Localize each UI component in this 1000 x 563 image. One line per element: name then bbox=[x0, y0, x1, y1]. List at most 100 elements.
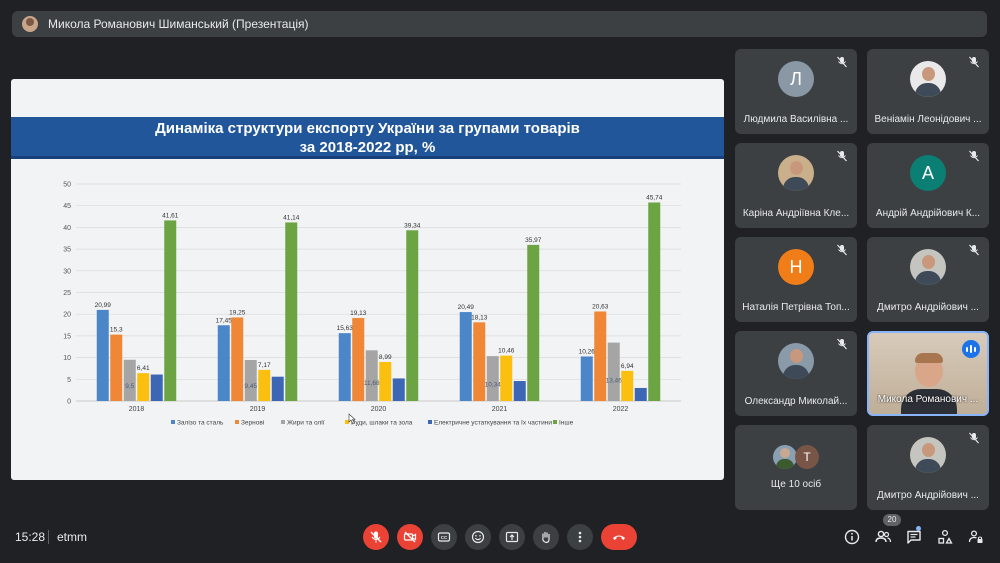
speaking-indicator-icon bbox=[962, 340, 980, 358]
meeting-code: etmm bbox=[57, 530, 87, 544]
x-tick-label: 2022 bbox=[613, 406, 629, 413]
y-tick-label: 50 bbox=[63, 182, 71, 189]
others-avatar-photo bbox=[773, 445, 797, 469]
activities-button[interactable] bbox=[935, 527, 955, 547]
mic-off-icon bbox=[969, 150, 979, 162]
chart-bar bbox=[473, 322, 486, 401]
data-label: 19,13 bbox=[350, 310, 367, 317]
control-bar: 15:28 etmm CC bbox=[0, 518, 1000, 558]
others-tile[interactable]: Т Ще 10 осіб bbox=[735, 425, 857, 510]
mic-off-icon bbox=[837, 56, 847, 68]
y-tick-label: 35 bbox=[63, 247, 71, 254]
legend-swatch bbox=[428, 420, 432, 424]
more-options-button[interactable] bbox=[567, 524, 593, 550]
data-label: 41,61 bbox=[162, 212, 179, 219]
participant-avatar bbox=[910, 61, 946, 97]
participant-avatar: А bbox=[910, 155, 946, 191]
participant-name: Людмила Василівна ... bbox=[743, 114, 849, 125]
camera-toggle-button[interactable] bbox=[397, 524, 423, 550]
y-tick-label: 5 bbox=[67, 377, 71, 384]
chart-bar bbox=[500, 355, 513, 401]
participant-tile[interactable]: Н Наталія Петрівна Топ... bbox=[735, 237, 857, 322]
reactions-button[interactable] bbox=[465, 524, 491, 550]
slide-title-banner bbox=[11, 117, 724, 159]
y-tick-label: 0 bbox=[67, 399, 71, 406]
mic-toggle-button[interactable] bbox=[363, 524, 389, 550]
more-vert-icon bbox=[578, 531, 582, 543]
svg-text:CC: CC bbox=[441, 535, 448, 540]
chart-bar bbox=[580, 356, 593, 401]
y-tick-label: 40 bbox=[63, 225, 71, 232]
participant-name: Дмитро Андрійович ... bbox=[877, 490, 979, 501]
chat-button[interactable] bbox=[904, 527, 924, 547]
data-label: 6,41 bbox=[137, 365, 150, 372]
participant-tile[interactable]: Дмитро Андрійович ... bbox=[867, 237, 989, 322]
others-label: Ще 10 осіб bbox=[770, 479, 822, 490]
data-label: 13,46 bbox=[606, 377, 623, 384]
emoji-icon bbox=[471, 530, 485, 544]
legend-label: Зернові bbox=[241, 419, 264, 427]
participant-tile[interactable]: Л Людмила Василівна ... bbox=[735, 49, 857, 134]
mic-off-icon bbox=[837, 244, 847, 256]
chart-bar bbox=[164, 220, 177, 401]
captions-button[interactable]: CC bbox=[431, 524, 457, 550]
chat-icon bbox=[907, 530, 921, 544]
people-button[interactable] bbox=[873, 527, 893, 547]
slide-title: Динаміка структури експорту України за г… bbox=[11, 119, 724, 157]
participant-name: Дмитро Андрійович ... bbox=[877, 302, 979, 313]
export-structure-chart: 0 5 10 15 20 25 30 35 40 45 50 20,99 15,3 9,5 6,41 41,6… bbox=[63, 182, 681, 427]
raise-hand-button[interactable] bbox=[533, 524, 559, 550]
legend-swatch bbox=[281, 420, 285, 424]
participant-name: Веніамін Леонідович ... bbox=[874, 114, 982, 125]
chart-bar bbox=[110, 334, 123, 401]
closed-captions-icon: CC bbox=[437, 532, 451, 542]
legend-label: Руди, шлаки та зола bbox=[351, 420, 413, 427]
data-label: 20,99 bbox=[95, 302, 112, 309]
participant-name: Каріна Андріївна Кле... bbox=[742, 208, 850, 219]
clock-time: 15:28 bbox=[15, 530, 46, 544]
participant-tile[interactable]: Каріна Андріївна Кле... bbox=[735, 143, 857, 228]
participant-tile-last[interactable]: Дмитро Андрійович ... bbox=[867, 425, 989, 510]
data-label: 20,49 bbox=[458, 304, 475, 311]
chart-bar bbox=[244, 359, 257, 401]
mic-off-icon bbox=[370, 531, 382, 543]
legend-label: Електричне устаткування та їх частини bbox=[434, 420, 552, 427]
data-label: 20,63 bbox=[592, 303, 609, 310]
leave-call-button[interactable] bbox=[601, 524, 637, 550]
y-tick-label: 10 bbox=[63, 355, 71, 362]
activities-icon bbox=[938, 529, 953, 544]
data-label: 7,17 bbox=[258, 362, 271, 369]
chart-bar bbox=[217, 325, 230, 401]
lock-person-icon bbox=[968, 530, 983, 543]
camera-off-icon bbox=[403, 531, 417, 543]
present-screen-icon bbox=[505, 531, 519, 543]
data-label: 11,68 bbox=[364, 380, 380, 387]
meeting-info-button[interactable] bbox=[842, 527, 862, 547]
cursor-icon bbox=[348, 413, 356, 425]
legend-swatch bbox=[345, 420, 349, 424]
participant-avatar: Н bbox=[778, 249, 814, 285]
x-tick-label: 2018 bbox=[129, 406, 145, 413]
participant-tile[interactable]: Олександр Миколай... bbox=[735, 331, 857, 416]
hand-icon bbox=[542, 531, 550, 544]
participant-tile[interactable]: Микола Романович ... bbox=[867, 331, 989, 416]
mic-off-icon bbox=[969, 432, 979, 444]
chart-bar bbox=[459, 312, 472, 401]
present-screen-button[interactable] bbox=[499, 524, 525, 550]
host-controls-button[interactable] bbox=[966, 527, 986, 547]
data-label: 39,34 bbox=[404, 222, 421, 229]
participant-tile[interactable]: Веніамін Леонідович ... bbox=[867, 49, 989, 134]
legend-swatch bbox=[553, 420, 557, 424]
participant-tile[interactable]: А Андрій Андрійович К... bbox=[867, 143, 989, 228]
y-tick-label: 45 bbox=[63, 203, 71, 210]
chart-bar bbox=[96, 309, 109, 401]
presenter-bar: Микола Романович Шиманський (Презентація… bbox=[12, 11, 987, 37]
data-label: 8,99 bbox=[379, 354, 392, 361]
legend-label: Жири та олії bbox=[287, 419, 325, 427]
data-label: 45,74 bbox=[646, 194, 663, 201]
mic-off-icon bbox=[837, 150, 847, 162]
chart-bar bbox=[513, 381, 526, 401]
chart-bar bbox=[137, 373, 150, 401]
data-label: 17,45 bbox=[216, 317, 233, 324]
data-label: 15,63 bbox=[337, 325, 354, 332]
